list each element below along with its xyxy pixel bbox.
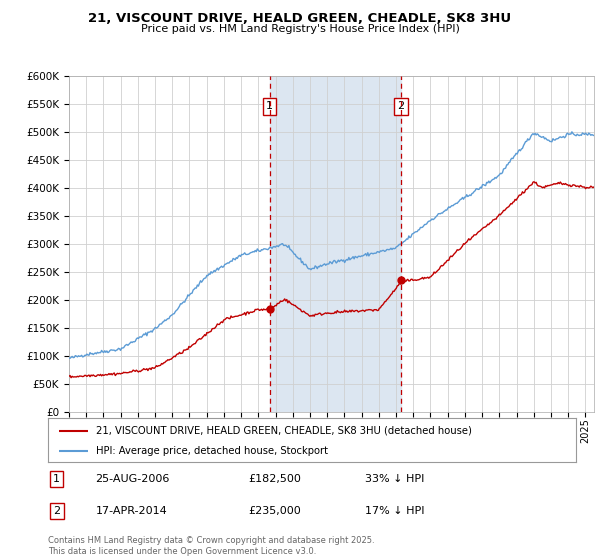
Text: 2: 2	[397, 101, 404, 111]
Text: HPI: Average price, detached house, Stockport: HPI: Average price, detached house, Stoc…	[95, 446, 328, 456]
Text: 25-AUG-2006: 25-AUG-2006	[95, 474, 170, 484]
Text: £235,000: £235,000	[248, 506, 301, 516]
Text: 21, VISCOUNT DRIVE, HEALD GREEN, CHEADLE, SK8 3HU: 21, VISCOUNT DRIVE, HEALD GREEN, CHEADLE…	[88, 12, 512, 25]
Bar	[269, 76, 401, 412]
Text: 1: 1	[266, 101, 273, 111]
Text: 2: 2	[53, 506, 61, 516]
Text: 17% ↓ HPI: 17% ↓ HPI	[365, 506, 424, 516]
Text: 21, VISCOUNT DRIVE, HEALD GREEN, CHEADLE, SK8 3HU (detached house): 21, VISCOUNT DRIVE, HEALD GREEN, CHEADLE…	[95, 426, 472, 436]
Text: 1: 1	[53, 474, 60, 484]
Text: Contains HM Land Registry data © Crown copyright and database right 2025.
This d: Contains HM Land Registry data © Crown c…	[48, 536, 374, 556]
Text: £182,500: £182,500	[248, 474, 302, 484]
Text: 33% ↓ HPI: 33% ↓ HPI	[365, 474, 424, 484]
Text: 17-APR-2014: 17-APR-2014	[95, 506, 167, 516]
Text: Price paid vs. HM Land Registry's House Price Index (HPI): Price paid vs. HM Land Registry's House …	[140, 24, 460, 34]
